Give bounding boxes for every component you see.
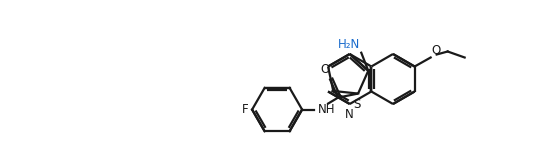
Text: S: S — [353, 98, 361, 111]
Text: H₂N: H₂N — [338, 38, 360, 51]
Text: O: O — [320, 63, 330, 76]
Text: O: O — [432, 43, 441, 56]
Text: N: N — [345, 108, 354, 121]
Text: F: F — [241, 103, 248, 116]
Text: NH: NH — [318, 103, 336, 116]
